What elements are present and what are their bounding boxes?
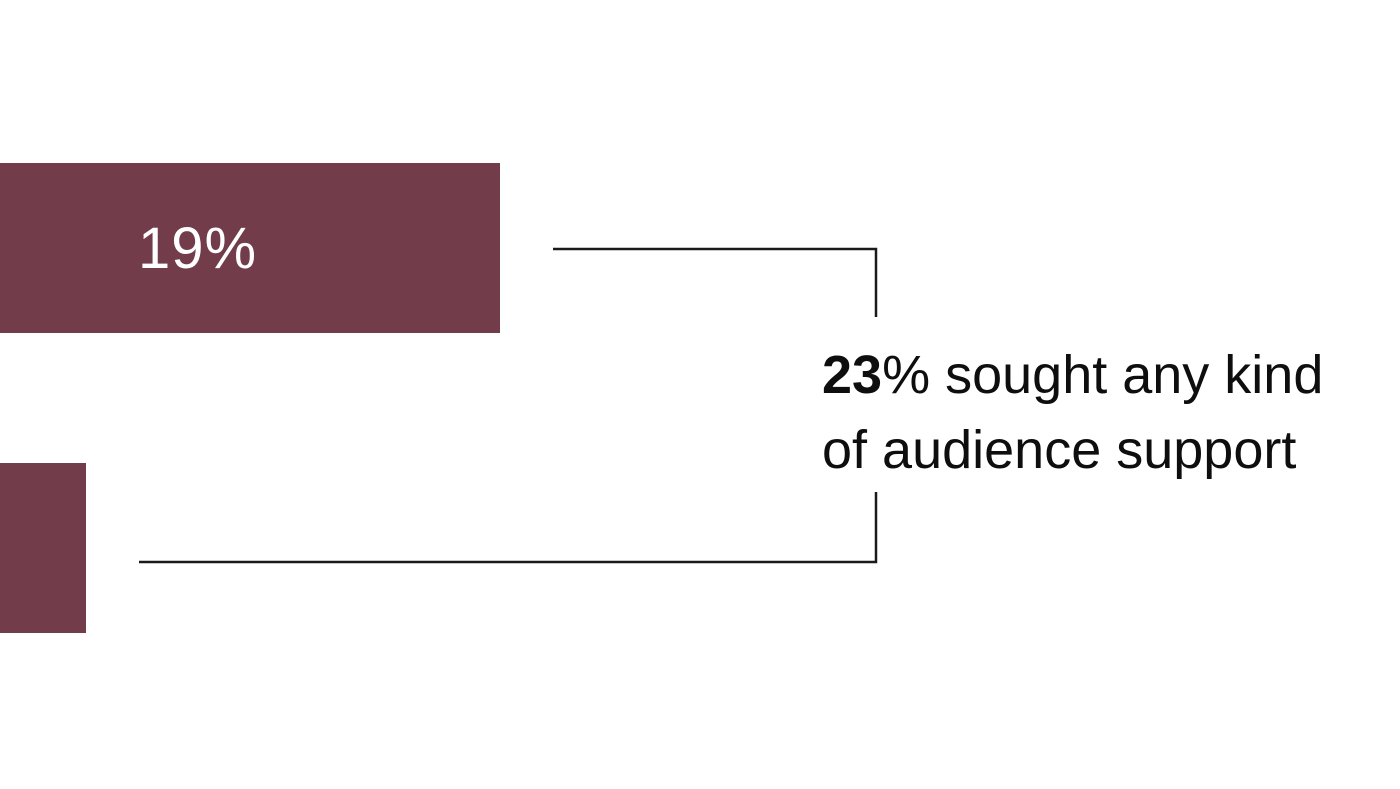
- annotation-line1-rest: % sought any kind: [882, 345, 1324, 405]
- bar-small: [0, 463, 86, 633]
- callout-bracket-top: [553, 247, 878, 317]
- annotation-line-1: 23% sought any kind: [822, 338, 1323, 413]
- bar-19pct: 19%: [0, 163, 500, 333]
- annotation-text: 23% sought any kind of audience support: [822, 338, 1323, 488]
- annotation-line-2: of audience support: [822, 420, 1297, 480]
- bar-19pct-label: 19%: [138, 215, 258, 281]
- callout-bracket-bottom: [139, 492, 878, 564]
- annotation-bold-value: 23: [822, 345, 883, 405]
